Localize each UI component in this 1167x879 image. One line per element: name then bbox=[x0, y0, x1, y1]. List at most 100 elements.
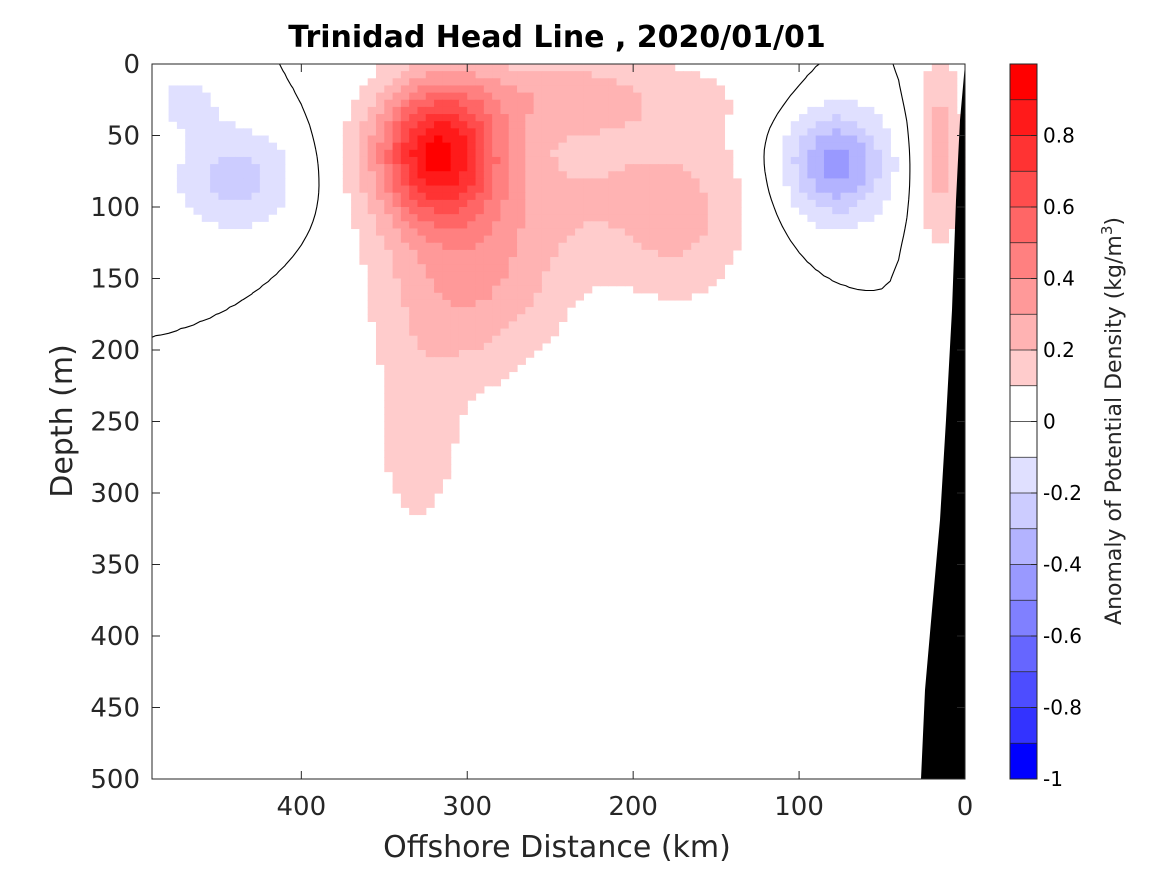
contour-cell bbox=[541, 64, 551, 72]
contour-cell bbox=[400, 450, 410, 458]
contour-cell bbox=[940, 171, 950, 179]
contour-cell bbox=[425, 428, 435, 437]
contour-cell bbox=[458, 164, 468, 172]
contour-cell bbox=[940, 78, 950, 87]
contour-cell bbox=[392, 485, 402, 494]
contour-cell bbox=[533, 71, 543, 79]
contour-cell bbox=[848, 214, 858, 222]
contour-cell bbox=[367, 99, 377, 108]
contour-cell bbox=[682, 171, 692, 179]
contour-cell bbox=[500, 335, 510, 344]
contour-cell bbox=[351, 164, 360, 172]
contour-cell bbox=[583, 114, 593, 122]
contour-cell bbox=[458, 128, 468, 137]
contour-cell bbox=[815, 199, 825, 208]
contour-cell bbox=[931, 114, 941, 122]
contour-cell bbox=[517, 242, 526, 251]
contour-cell bbox=[616, 135, 626, 144]
contour-cell bbox=[193, 85, 203, 94]
contour-cell bbox=[375, 71, 385, 79]
contour-cell bbox=[674, 235, 684, 244]
contour-cell bbox=[591, 92, 601, 101]
contour-cell bbox=[873, 114, 883, 122]
contour-cell bbox=[450, 221, 460, 230]
contour-cell bbox=[492, 249, 502, 258]
contour-cell bbox=[583, 156, 593, 165]
contour-cell bbox=[508, 249, 518, 258]
contour-cell bbox=[367, 135, 377, 144]
contour-cell bbox=[475, 171, 485, 179]
contour-cell bbox=[832, 164, 842, 172]
contour-cell bbox=[533, 142, 543, 151]
contour-cell bbox=[475, 321, 485, 330]
contour-cell bbox=[400, 442, 410, 451]
contour-cell bbox=[384, 457, 394, 465]
contour-cell bbox=[425, 178, 435, 187]
contour-cell bbox=[417, 328, 427, 337]
contour-cell bbox=[458, 64, 468, 72]
contour-cell bbox=[699, 221, 709, 230]
contour-cell bbox=[450, 207, 460, 215]
contour-cell bbox=[517, 292, 526, 301]
contour-cell bbox=[525, 299, 535, 308]
contour-cell bbox=[533, 285, 543, 294]
contour-cell bbox=[641, 106, 651, 115]
contour-cell bbox=[583, 178, 593, 187]
contour-cell bbox=[226, 207, 236, 215]
contour-cell bbox=[450, 185, 460, 194]
contour-cell bbox=[624, 242, 634, 251]
contour-cell bbox=[450, 192, 460, 201]
contour-cell bbox=[832, 199, 842, 208]
contour-cell bbox=[724, 178, 734, 187]
contour-cell bbox=[210, 128, 219, 137]
contour-cell bbox=[873, 171, 883, 179]
contour-cell bbox=[417, 228, 427, 237]
contour-cell bbox=[591, 214, 601, 222]
contour-cell bbox=[857, 185, 867, 194]
contour-cell bbox=[500, 99, 510, 108]
contour-cell bbox=[201, 149, 211, 158]
contour-cell bbox=[807, 114, 817, 122]
contour-cell bbox=[525, 321, 535, 330]
contour-cell bbox=[458, 71, 468, 79]
contour-cell bbox=[666, 207, 676, 215]
contour-cell bbox=[658, 199, 667, 208]
contour-cell bbox=[699, 114, 709, 122]
contour-cell bbox=[541, 78, 551, 87]
contour-cell bbox=[541, 278, 551, 287]
contour-cell bbox=[583, 192, 593, 201]
contour-cell bbox=[500, 199, 510, 208]
contour-cell bbox=[450, 142, 460, 151]
contour-cell bbox=[475, 185, 485, 194]
contour-cell bbox=[558, 71, 568, 79]
contour-cell bbox=[450, 178, 460, 187]
contour-cell bbox=[550, 114, 560, 122]
contour-cell bbox=[483, 249, 493, 258]
contour-cell bbox=[923, 199, 933, 208]
contour-cell bbox=[790, 156, 800, 165]
contour-cell bbox=[210, 106, 219, 115]
contour-cell bbox=[450, 307, 460, 315]
contour-cell bbox=[691, 285, 701, 294]
contour-cell bbox=[234, 185, 244, 194]
contour-cell bbox=[649, 149, 659, 158]
contour-cell bbox=[533, 335, 543, 344]
contour-cell bbox=[483, 235, 493, 244]
contour-cell bbox=[857, 149, 867, 158]
contour-cell bbox=[251, 135, 261, 144]
contour-cell bbox=[367, 207, 377, 215]
contour-cell bbox=[193, 192, 203, 201]
contour-cell bbox=[616, 228, 626, 237]
contour-cell bbox=[699, 128, 709, 137]
contour-cell bbox=[351, 128, 360, 137]
contour-cell bbox=[400, 64, 410, 72]
contour-cell bbox=[508, 307, 518, 315]
contour-cell bbox=[940, 142, 950, 151]
contour-cell bbox=[384, 249, 394, 258]
contour-cell bbox=[375, 207, 385, 215]
contour-cell bbox=[185, 185, 195, 194]
contour-cell bbox=[940, 64, 950, 72]
contour-cell bbox=[417, 114, 427, 122]
contour-cell bbox=[641, 156, 651, 165]
contour-cell bbox=[409, 428, 419, 437]
